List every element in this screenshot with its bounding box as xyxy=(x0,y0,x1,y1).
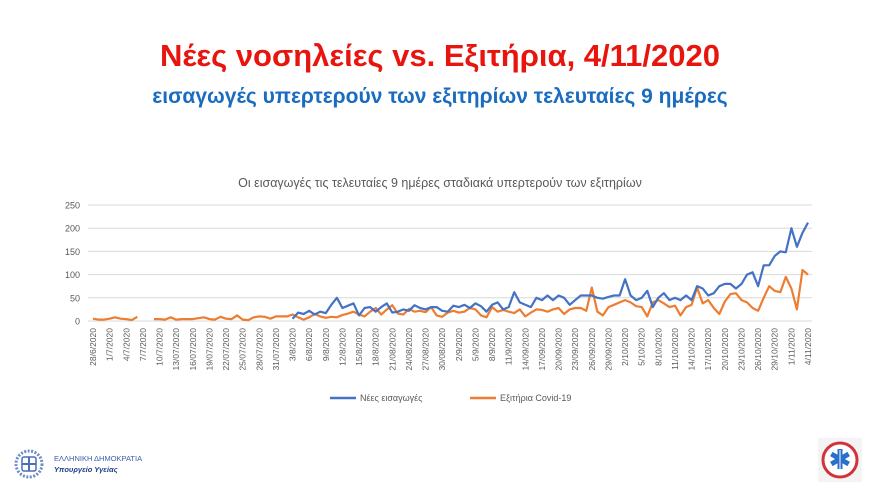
x-tick-label: 1/7/2020 xyxy=(105,328,115,361)
legend-label: Νέες εισαγωγές xyxy=(360,393,423,403)
x-tick-label: 27/08/2020 xyxy=(421,328,431,371)
x-tick-label: 21/08/2020 xyxy=(387,328,397,371)
ministry-logo: ΕΛΛΗΝΙΚΗ ΔΗΜΟΚΡΑΤΙΑ Υπουργείο Υγείας xyxy=(14,449,142,479)
x-tick-label: 17/09/2020 xyxy=(537,328,547,371)
x-tick-label: 4/7/2020 xyxy=(121,328,131,361)
x-tick-label: 29/09/2020 xyxy=(603,328,613,371)
x-tick-label: 30/08/2020 xyxy=(437,328,447,371)
x-tick-label: 22/07/2020 xyxy=(221,328,231,371)
x-tick-label: 6/8/2020 xyxy=(304,328,314,361)
page-subtitle: εισαγωγές υπερτερούν των εξιτηρίων τελευ… xyxy=(152,85,728,108)
x-tick-label: 7/7/2020 xyxy=(138,328,148,361)
x-tick-label: 20/09/2020 xyxy=(554,328,564,371)
y-tick-label: 200 xyxy=(65,224,80,234)
x-tick-label: 29/10/2020 xyxy=(770,328,780,371)
x-tick-label: 17/10/2020 xyxy=(703,328,713,371)
x-tick-label: 9/8/2020 xyxy=(321,328,331,361)
chart-title: Οι εισαγωγές τις τελευταίες 9 ημέρες στα… xyxy=(238,176,642,190)
y-tick-label: 50 xyxy=(70,293,80,303)
x-tick-label: 26/10/2020 xyxy=(753,328,763,371)
y-tick-label: 0 xyxy=(75,317,80,327)
x-tick-label: 28/6/2020 xyxy=(88,328,98,366)
x-tick-label: 10/7/2020 xyxy=(155,328,165,366)
x-tick-label: 12/8/2020 xyxy=(337,328,347,366)
x-tick-label: 15/8/2020 xyxy=(354,328,364,366)
x-tick-label: 8/10/2020 xyxy=(653,328,663,366)
x-tick-label: 5/10/2020 xyxy=(637,328,647,366)
org-name: ΕΛΛΗΝΙΚΗ ΔΗΜΟΚΡΑΤΙΑ xyxy=(54,454,143,463)
ekab-emblem-icon xyxy=(818,438,862,482)
series-line-0 xyxy=(291,222,809,320)
ministry-name: Υπουργείο Υγείας xyxy=(54,465,118,474)
x-tick-label: 3/8/2020 xyxy=(288,328,298,361)
page-title: Νέες νοσηλείες vs. Εξιτήρια, 4/11/2020 xyxy=(160,38,720,73)
x-tick-label: 11/9/2020 xyxy=(504,328,514,365)
x-tick-label: 5/9/2020 xyxy=(470,328,480,361)
x-tick-label: 18/8/2020 xyxy=(371,328,381,366)
y-tick-label: 100 xyxy=(65,270,80,280)
x-tick-label: 24/08/2020 xyxy=(404,328,414,371)
x-tick-label: 2/10/2020 xyxy=(620,328,630,366)
x-tick-label: 14/10/2020 xyxy=(687,328,697,371)
x-tick-label: 8/9/2020 xyxy=(487,328,497,361)
x-tick-label: 19/07/2020 xyxy=(204,328,214,371)
x-tick-label: 4/11/2020 xyxy=(803,328,813,365)
x-tick-label: 14/09/2020 xyxy=(520,328,530,371)
x-tick-label: 28/07/2020 xyxy=(254,328,264,371)
x-tick-label: 23/10/2020 xyxy=(736,328,746,371)
x-tick-label: 31/07/2020 xyxy=(271,328,281,371)
x-tick-label: 13/07/2020 xyxy=(171,328,181,371)
x-tick-label: 20/10/2020 xyxy=(720,328,730,371)
y-tick-label: 150 xyxy=(65,247,80,257)
series-line-1 xyxy=(92,268,809,322)
x-tick-label: 16/07/2020 xyxy=(188,328,198,371)
x-tick-label: 26/09/2020 xyxy=(587,328,597,371)
greek-emblem-icon xyxy=(14,449,44,479)
x-tick-label: 23/09/2020 xyxy=(570,328,580,371)
x-tick-label: 1/11/2020 xyxy=(786,328,796,365)
x-tick-label: 2/9/2020 xyxy=(454,328,464,361)
x-tick-label: 25/07/2020 xyxy=(238,328,248,371)
legend-label: Εξιτήρια Covid-19 xyxy=(500,393,571,403)
x-tick-label: 11/10/2020 xyxy=(670,328,680,370)
y-tick-label: 250 xyxy=(65,201,80,211)
